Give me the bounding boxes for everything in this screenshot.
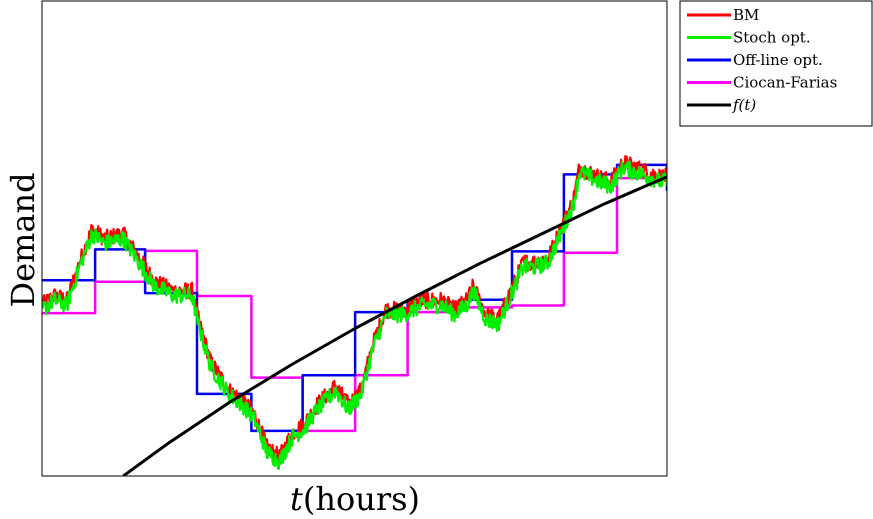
legend: BM Stoch opt. Off-line opt. Ciocan-Farias f(… [679, 0, 873, 127]
legend-label-4: f(t) [732, 96, 756, 114]
plot-area [42, 154, 667, 476]
series-line-f-t [122, 175, 667, 476]
legend-label-3: Ciocan-Farias [733, 74, 837, 92]
legend-label-0: BM [733, 6, 759, 24]
x-axis-label-var: t [290, 480, 303, 518]
legend-label-1: Stoch opt. [733, 29, 811, 47]
x-axis-label-unit: (hours) [303, 480, 420, 518]
x-axis-label: t(hours) [290, 480, 420, 518]
plot-frame [41, 0, 668, 477]
series-line-off-line-opt [42, 163, 667, 433]
legend-label-2: Off-line opt. [733, 51, 823, 69]
y-axis-label: Demand [4, 172, 42, 307]
